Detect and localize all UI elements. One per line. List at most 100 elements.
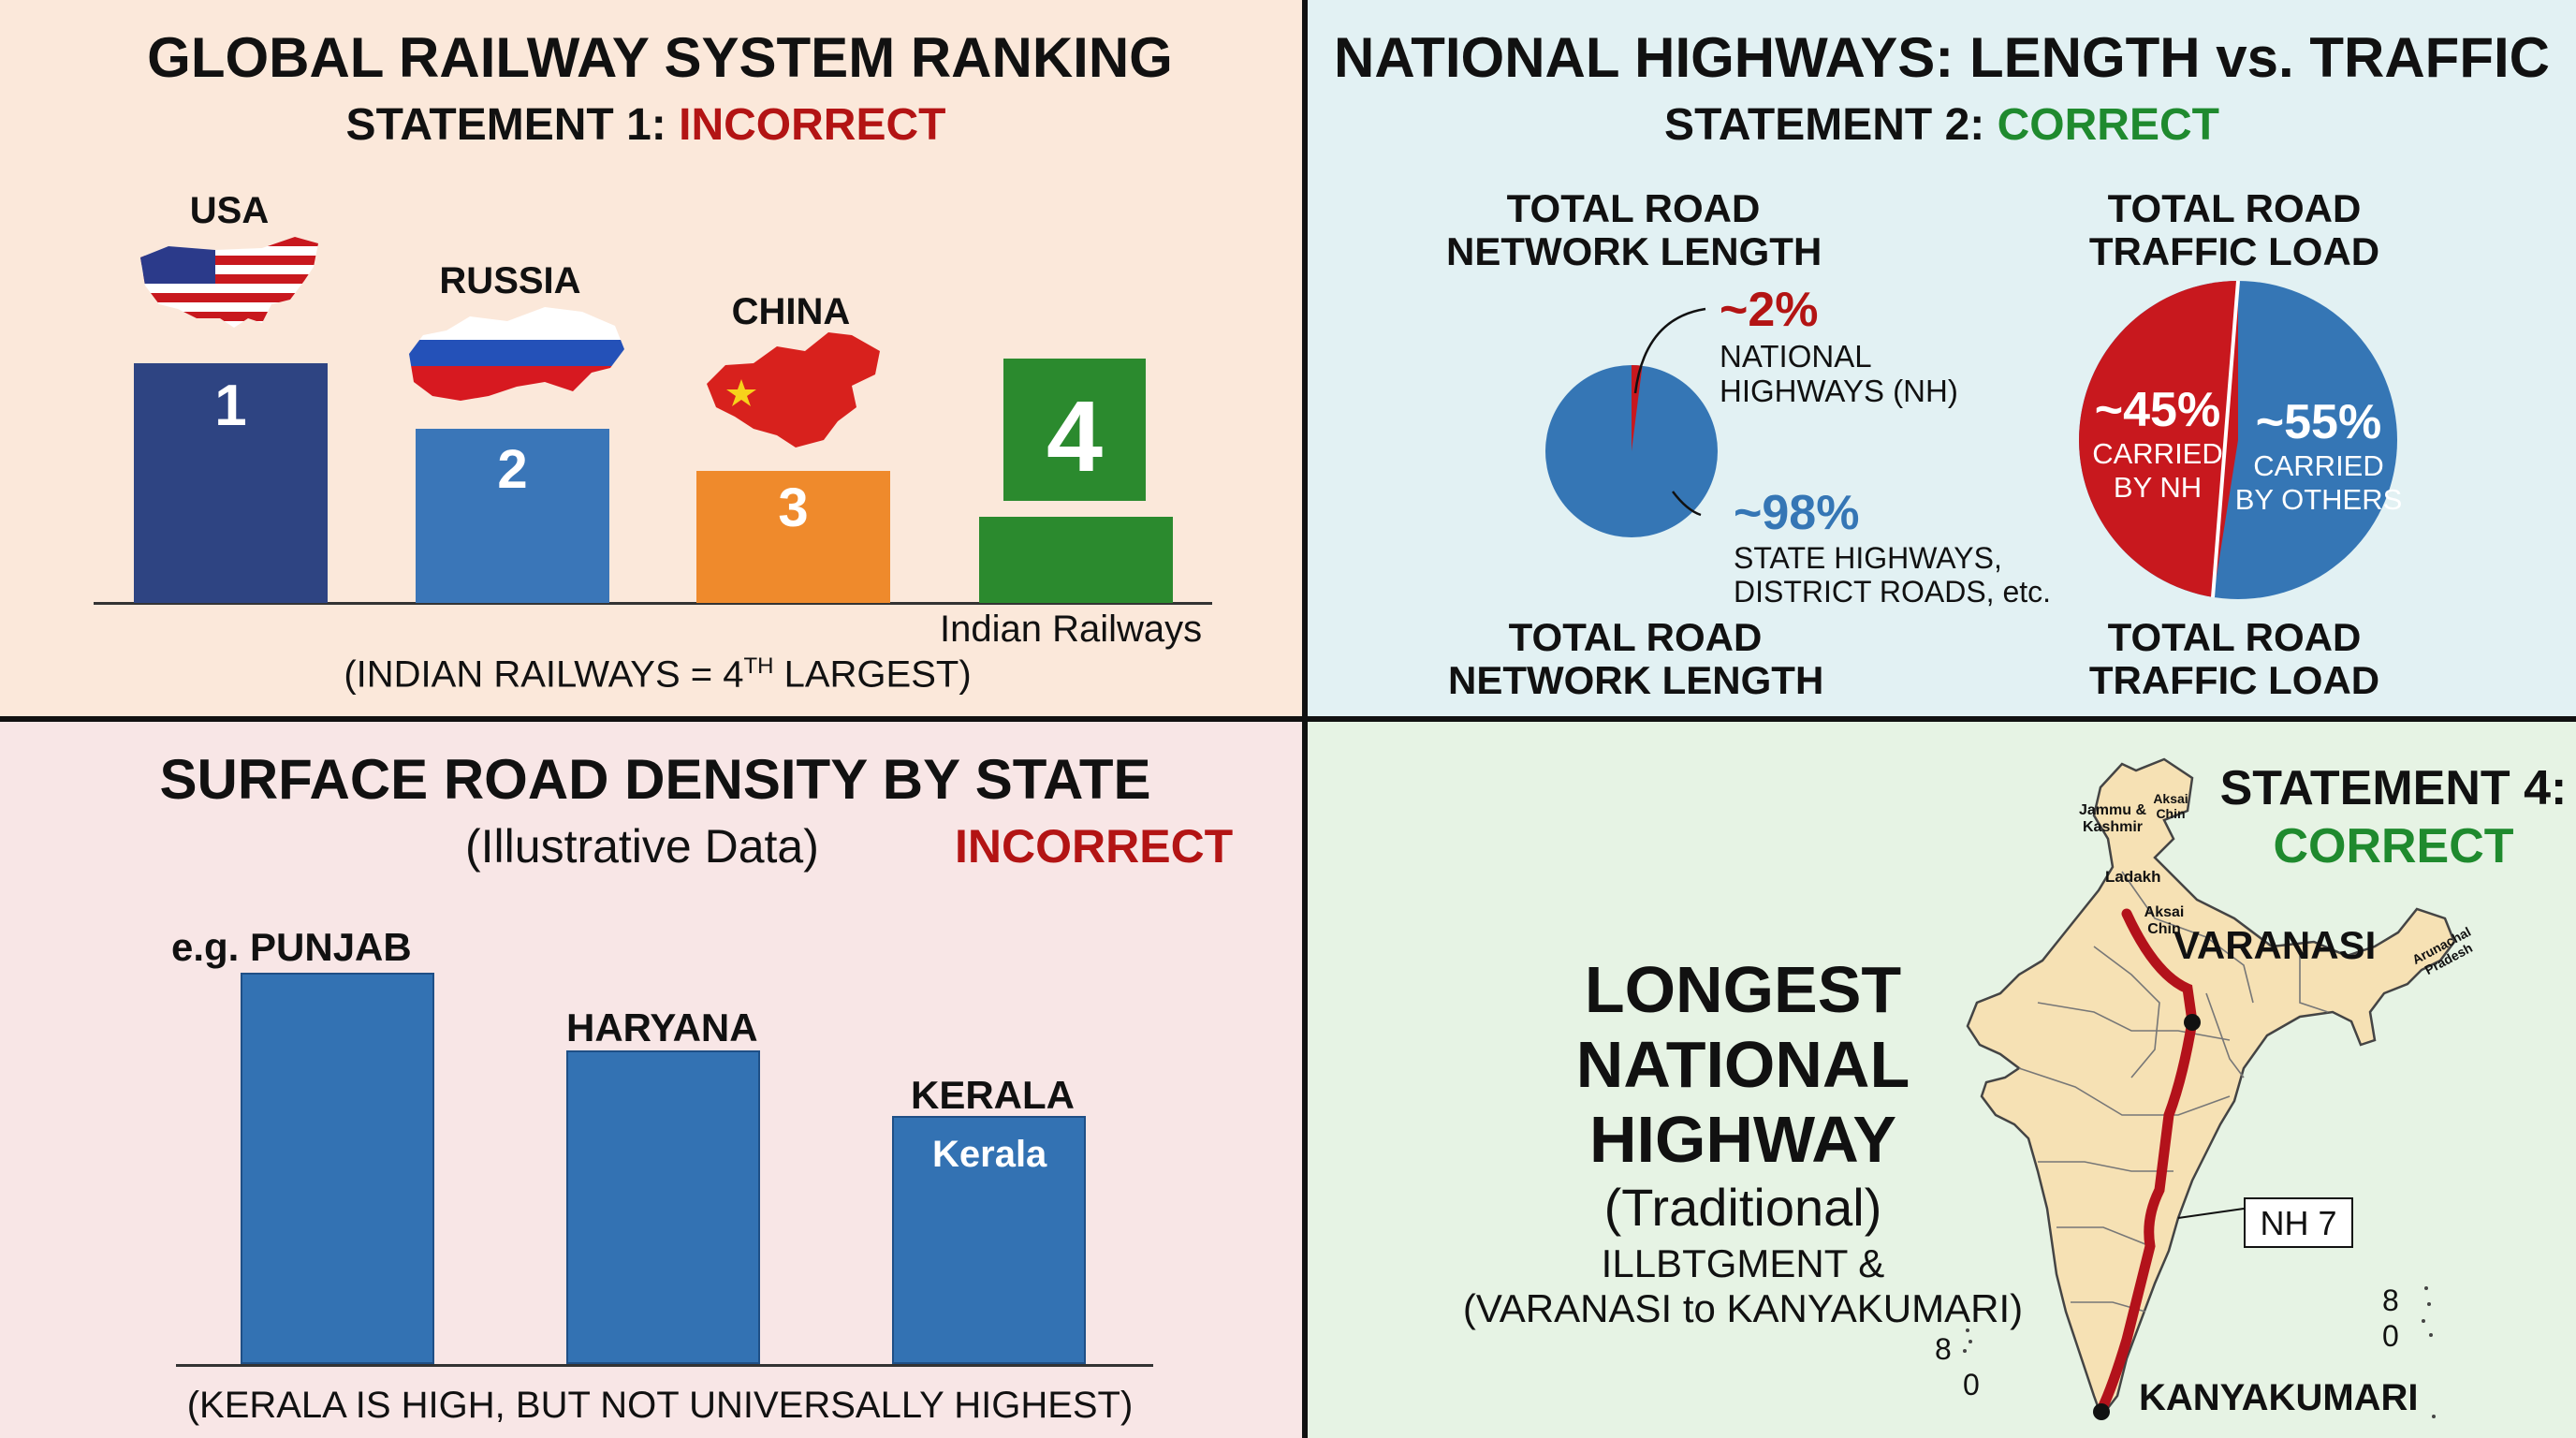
map-label-jk-line-1: Jammu & [2078, 802, 2147, 818]
traffic-nh-percent: ~45% [2094, 383, 2221, 437]
length-other-label-line-2: DISTRICT ROADS, etc. [1734, 575, 2052, 609]
nh7-panel: STATEMENT 4: CORRECT LONGEST NATIONAL HI… [1308, 722, 2576, 1438]
island-label-left-1: 8 [1935, 1332, 1952, 1366]
map-label-jk-line-2: Kashmir [2082, 819, 2144, 835]
rank-bar-russia: 2 [416, 429, 609, 603]
length-nh-leader-line [1633, 307, 1706, 394]
traffic-other-label: CARRIED BY OTHERS [2234, 449, 2403, 517]
varanasi-marker [2184, 1014, 2201, 1031]
length-footer-line-2: NETWORK LENGTH [1448, 658, 1824, 702]
traffic-header-line-1: TOTAL ROAD [2107, 186, 2362, 230]
statement-1-prefix: STATEMENT 1: [345, 100, 666, 150]
traffic-footer-line-1: TOTAL ROAD [2107, 615, 2362, 659]
traffic-other-label-line-1: CARRIED [2253, 449, 2384, 482]
highways-panel: NATIONAL HIGHWAYS: LENGTH vs. TRAFFIC ST… [1308, 0, 2576, 716]
length-nh-percent: ~2% [1720, 283, 1819, 337]
india-outline [1966, 757, 2456, 1419]
island-label-right-2: 0 [2382, 1319, 2399, 1353]
statement-2-prefix: STATEMENT 2: [1664, 100, 1985, 150]
nh7-description-line-2: (VARANASI to KANYAKUMARI) [1462, 1286, 2024, 1330]
length-nh-label-line-1: NATIONAL [1720, 339, 1872, 374]
density-subtitle: (Illustrative Data) [465, 820, 819, 873]
heading-line-3: HIGHWAY [1588, 1103, 1897, 1176]
map-label-kanyakumari: KANYAKUMARI [2139, 1377, 2419, 1418]
traffic-footer: TOTAL ROAD TRAFFIC LOAD [2047, 616, 2422, 702]
railway-ranking-panel: GLOBAL RAILWAY SYSTEM RANKING STATEMENT … [0, 0, 1302, 716]
heading-line-1: LONGEST [1584, 953, 1902, 1026]
statement-2-verdict: CORRECT [1997, 100, 2219, 150]
state-borders [2018, 871, 2329, 1313]
island-dots [1963, 1286, 2436, 1418]
length-footer-line-1: TOTAL ROAD [1508, 615, 1763, 659]
statement-4-prefix: STATEMENT 4: [2219, 761, 2568, 815]
density-bar-kerala [892, 1116, 1086, 1364]
length-header: TOTAL ROAD NETWORK LENGTH [1446, 186, 1822, 273]
length-nh-label: NATIONAL HIGHWAYS (NH) [1720, 339, 1958, 408]
rank-bar-usa: 1 [134, 363, 328, 603]
density-bar-haryana [566, 1050, 760, 1364]
rail-chart-baseline [94, 602, 1212, 605]
rank-number-usa: 1 [214, 374, 247, 438]
density-bar-punjab [241, 973, 434, 1364]
density-title: SURFACE ROAD DENSITY BY STATE [159, 748, 1151, 811]
statement-4: STATEMENT 4: CORRECT [2202, 759, 2576, 875]
island-label-left-2: 0 [1963, 1368, 1980, 1401]
footnote-end: LARGEST) [773, 653, 972, 696]
map-label-jk: Jammu & Kashmir [2071, 802, 2155, 836]
map-label-aksai-top-line-2: Chin [2156, 806, 2186, 821]
china-flag-map-icon [707, 332, 880, 448]
traffic-header: TOTAL ROAD TRAFFIC LOAD [2047, 187, 2422, 273]
density-label-kerala: KERALA [911, 1073, 1075, 1117]
rank-number-china: 3 [778, 477, 809, 538]
length-header-line-1: TOTAL ROAD [1506, 186, 1761, 230]
road-density-panel: SURFACE ROAD DENSITY BY STATE (Illustrat… [0, 722, 1302, 1438]
railway-footnote: (INDIAN RAILWAYS = 4TH LARGEST) [0, 653, 1302, 696]
rank-4-badge: 4 [1003, 359, 1146, 501]
railway-title: GLOBAL RAILWAY SYSTEM RANKING [147, 26, 1173, 89]
traffic-header-line-2: TRAFFIC LOAD [2088, 229, 2380, 273]
statement-1-line: STATEMENT 1: INCORRECT [0, 103, 1292, 148]
nh7-description: ILLBTGMENT & (VARANASI to KANYAKUMARI) [1308, 1241, 2178, 1331]
statement-4-verdict: CORRECT [2273, 819, 2514, 873]
highways-title: NATIONAL HIGHWAYS: LENGTH vs. TRAFFIC [1334, 26, 2550, 89]
map-label-aksai-chin: Aksai Chin [2136, 904, 2192, 938]
island-label-right-1: 8 [2382, 1284, 2399, 1317]
statement-2-line: STATEMENT 2: CORRECT [1308, 103, 2576, 148]
footnote-superscript: TH [743, 653, 774, 679]
length-other-label: STATE HIGHWAYS, DISTRICT ROADS, etc. [1734, 541, 2051, 609]
traffic-footer-line-2: TRAFFIC LOAD [2088, 658, 2380, 702]
traffic-nh-label-line-2: BY NH [2113, 471, 2203, 504]
country-label-russia: RUSSIA [439, 260, 581, 301]
map-label-aksai-line-1: Aksai [2144, 904, 2185, 920]
length-other-leader-line [1672, 491, 1702, 517]
map-label-aksai-top-line-1: Aksai [2153, 791, 2188, 806]
heading-line-4: (Traditional) [1603, 1178, 1882, 1237]
rank-number-india: 4 [1046, 379, 1104, 492]
russia-flag-map-icon [409, 307, 624, 401]
map-label-aksai-line-2: Chin [2147, 921, 2181, 937]
density-baseline [176, 1364, 1153, 1367]
length-pie-nh-slice [1632, 364, 1643, 451]
country-label-china: CHINA [731, 291, 851, 332]
map-label-ladakh: Ladakh [2105, 868, 2161, 886]
length-header-line-2: NETWORK LENGTH [1446, 229, 1822, 273]
density-bar-kerala-inner-label: Kerala [932, 1134, 1047, 1175]
indian-railways-label: Indian Railways [940, 609, 1203, 650]
nh7-route-line [2096, 908, 2198, 1416]
traffic-pie-chart [2079, 281, 2397, 599]
traffic-other-percent: ~55% [2255, 395, 2382, 449]
length-pie-chart [1545, 307, 1718, 537]
rank-bar-india [979, 517, 1173, 603]
usa-flag-map-icon [140, 237, 318, 328]
kanyakumari-marker [2093, 1403, 2110, 1420]
length-nh-label-line-2: HIGHWAYS (NH) [1720, 374, 1958, 408]
map-label-aksai-chin-top: Aksai Chin [2143, 791, 2199, 821]
rank-number-russia: 2 [497, 439, 528, 500]
nh7-label: NH 7 [2260, 1204, 2337, 1242]
nh7-callout-line [2177, 1208, 2245, 1219]
india-map [1963, 757, 2456, 1420]
length-other-label-line-1: STATE HIGHWAYS, [1734, 541, 2002, 575]
traffic-nh-label: CARRIED BY NH [2078, 437, 2237, 505]
statement-1-verdict: INCORRECT [679, 100, 946, 150]
density-verdict: INCORRECT [955, 820, 1234, 873]
